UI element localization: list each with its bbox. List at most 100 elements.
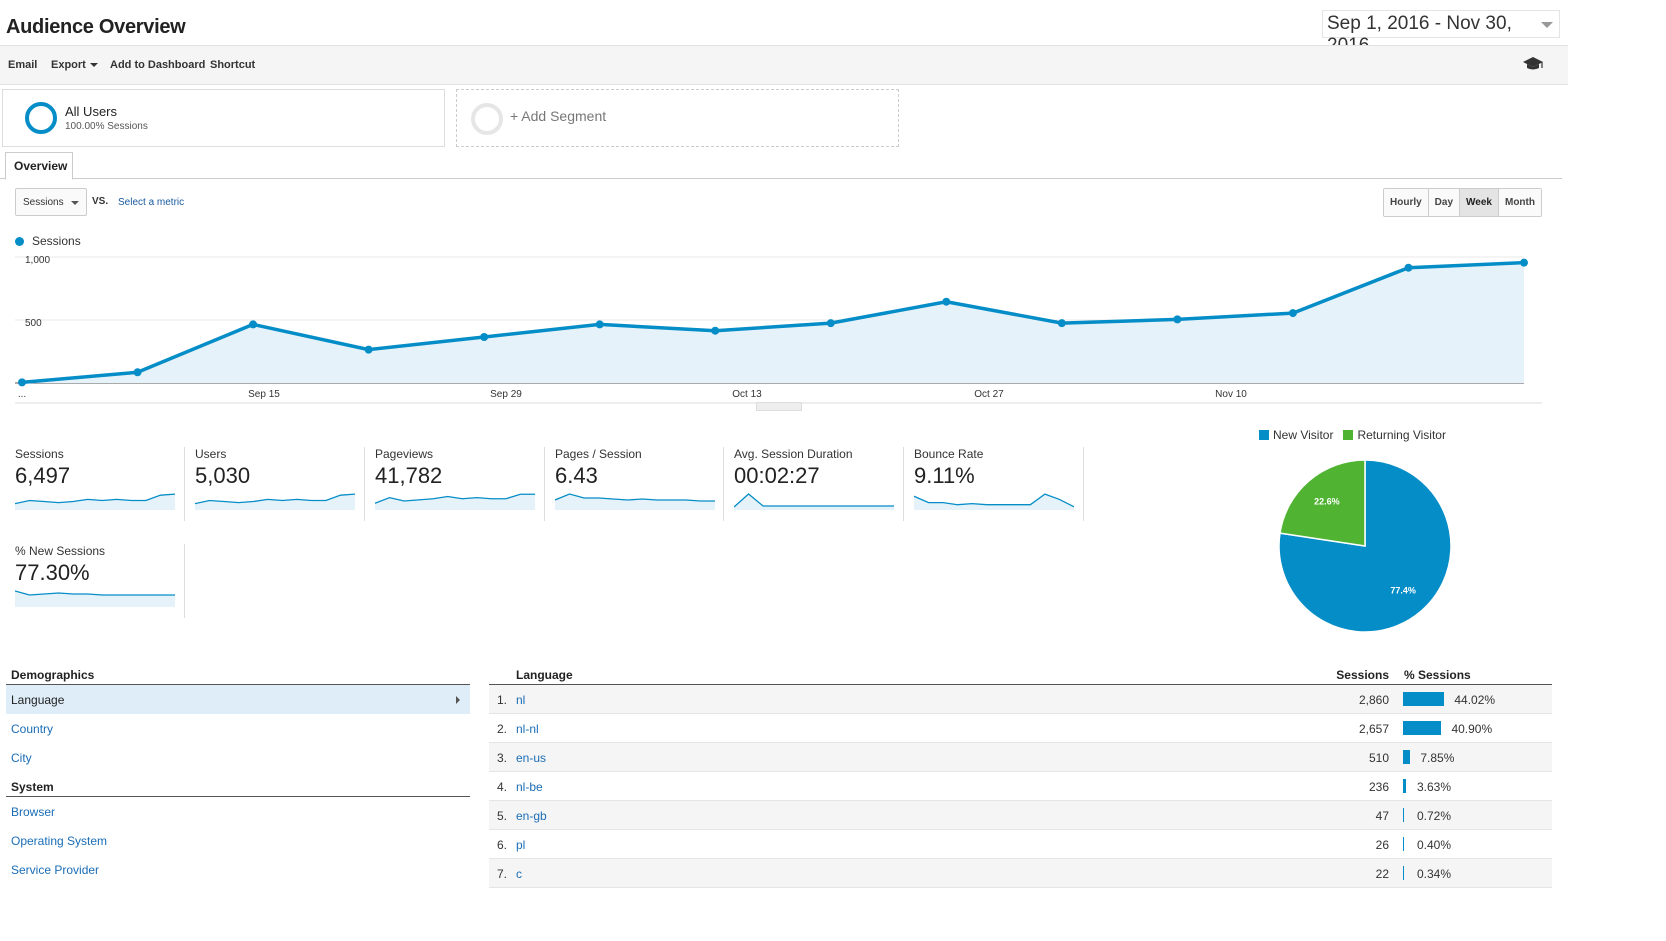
data-point[interactable] xyxy=(826,319,835,328)
data-point[interactable] xyxy=(595,320,604,329)
granularity-month[interactable]: Month xyxy=(1498,189,1541,216)
language-link[interactable]: en-gb xyxy=(516,809,547,823)
data-point[interactable] xyxy=(942,297,951,306)
metric-card[interactable]: Avg. Session Duration 00:02:27 xyxy=(734,447,904,523)
pie-legend-new: New Visitor xyxy=(1259,428,1333,442)
metric-card[interactable]: Users 5,030 xyxy=(195,447,365,523)
metric-value: 77.30% xyxy=(15,560,90,585)
metric-label: Sessions xyxy=(15,447,64,461)
demo-item-city[interactable]: City xyxy=(11,751,32,765)
metric-card[interactable]: Sessions 6,497 xyxy=(15,447,185,523)
granularity-hourly[interactable]: Hourly xyxy=(1384,189,1429,216)
language-link[interactable]: nl-nl xyxy=(516,722,539,736)
segment-subtitle: 100.00% Sessions xyxy=(65,121,148,132)
email-button[interactable]: Email xyxy=(8,59,38,71)
metric-card[interactable]: Pages / Session 6.43 xyxy=(555,447,725,523)
data-point[interactable] xyxy=(711,326,720,335)
data-point[interactable] xyxy=(18,378,26,387)
shortcut-button[interactable]: Shortcut xyxy=(210,59,256,71)
language-link[interactable]: nl xyxy=(516,693,526,707)
area-fill xyxy=(22,262,1524,383)
metric-card[interactable]: % New Sessions 77.30% xyxy=(15,544,185,620)
granularity-toggle: Hourly Day Week Month xyxy=(1383,188,1542,217)
pct-bar xyxy=(1403,866,1404,880)
sparkline-line xyxy=(375,493,535,504)
language-link[interactable]: c xyxy=(516,867,522,881)
sparkline-fill xyxy=(914,494,1074,510)
data-point[interactable] xyxy=(1057,319,1066,328)
chart-legend: Sessions xyxy=(15,234,81,248)
data-point[interactable] xyxy=(364,345,373,354)
export-label: Export xyxy=(51,59,86,71)
metric-sparkline xyxy=(195,493,355,510)
data-point[interactable] xyxy=(1404,263,1413,272)
metric-divider xyxy=(723,447,724,521)
metric-divider xyxy=(184,447,185,521)
data-point[interactable] xyxy=(1173,315,1182,324)
chevron-down-icon xyxy=(1541,22,1553,28)
chart-resize-handle[interactable] xyxy=(756,402,802,411)
granularity-day[interactable]: Day xyxy=(1428,189,1461,216)
series-line xyxy=(21,260,1525,385)
metric-card[interactable]: Bounce Rate 9.11% xyxy=(914,447,1084,523)
row-sessions: 236 xyxy=(1368,780,1389,794)
pct-bar xyxy=(1403,808,1404,822)
pct-bar xyxy=(1403,692,1445,706)
metric-value: 9.11% xyxy=(914,463,975,488)
tab-overview[interactable]: Overview xyxy=(5,152,73,180)
data-point[interactable] xyxy=(1520,258,1528,267)
vs-label: VS. xyxy=(92,196,109,207)
export-button[interactable]: Export xyxy=(51,59,98,71)
metric-value: 6.43 xyxy=(555,463,598,488)
row-pct-sessions: 0.72% xyxy=(1417,809,1452,823)
y-tick-label: 500 xyxy=(25,318,42,329)
data-point[interactable] xyxy=(249,320,258,329)
date-range-picker[interactable]: Sep 1, 2016 - Nov 30, 2016 xyxy=(1322,10,1560,56)
demo-item-operating-system[interactable]: Operating System xyxy=(11,834,108,848)
pie-legend-returning-label: Returning Visitor xyxy=(1357,428,1446,442)
metric-card[interactable]: Pageviews 41,782 xyxy=(375,447,545,523)
metric-sparkline xyxy=(15,493,175,510)
segment-all-users[interactable]: All Users 100.00% Sessions xyxy=(2,89,445,147)
table-row: 3. en-us 510 7.85% xyxy=(489,743,1552,772)
language-link[interactable]: pl xyxy=(516,838,526,852)
data-point[interactable] xyxy=(1288,309,1297,318)
sparkline-fill xyxy=(375,494,535,510)
legend-label: Sessions xyxy=(32,234,81,248)
granularity-week[interactable]: Week xyxy=(1460,189,1499,216)
language-link[interactable]: en-us xyxy=(516,751,547,765)
demo-item-language[interactable]: Language xyxy=(6,685,470,714)
legend-swatch-icon xyxy=(1259,430,1269,440)
graduation-cap-icon[interactable] xyxy=(1522,56,1544,72)
demo-item-service-provider[interactable]: Service Provider xyxy=(11,863,100,877)
add-to-dashboard-button[interactable]: Add to Dashboard xyxy=(110,59,206,71)
metric-divider xyxy=(544,447,545,521)
metric-value: 00:02:27 xyxy=(734,463,820,488)
data-point[interactable] xyxy=(480,333,489,342)
demographics-panel: Demographics Language Country City Syste… xyxy=(6,664,470,884)
metric-sparkline xyxy=(375,493,535,510)
metric-select[interactable]: Sessions xyxy=(15,188,87,216)
sparkline-line xyxy=(15,493,175,505)
add-segment-button[interactable]: + Add Segment xyxy=(456,89,899,147)
select-metric-link[interactable]: Select a metric xyxy=(118,197,185,208)
demo-item-country[interactable]: Country xyxy=(11,722,54,736)
demo-item-browser[interactable]: Browser xyxy=(11,805,56,819)
segment-placeholder-icon xyxy=(471,103,503,135)
row-number: 3. xyxy=(497,751,508,765)
language-table-header: Language Sessions % Sessions xyxy=(489,664,1552,685)
data-point[interactable] xyxy=(133,368,142,377)
language-link[interactable]: nl-be xyxy=(516,780,543,794)
row-number: 7. xyxy=(497,867,508,881)
demographics-heading: Demographics xyxy=(6,664,470,685)
x-tick-label: Nov 10 xyxy=(1215,389,1247,400)
pct-bar xyxy=(1403,837,1404,851)
pct-bar xyxy=(1403,779,1407,793)
pie-slice[interactable] xyxy=(1279,459,1366,547)
pie-slice-label: 22.6% xyxy=(1314,497,1340,507)
x-tick-label: Oct 27 xyxy=(974,389,1004,400)
pie-legend: New Visitor Returning Visitor xyxy=(1259,428,1446,442)
table-row: 5. en-gb 47 0.72% xyxy=(489,801,1552,830)
table-row: 4. nl-be 236 3.63% xyxy=(489,772,1552,801)
segment-ring-icon xyxy=(25,102,57,134)
